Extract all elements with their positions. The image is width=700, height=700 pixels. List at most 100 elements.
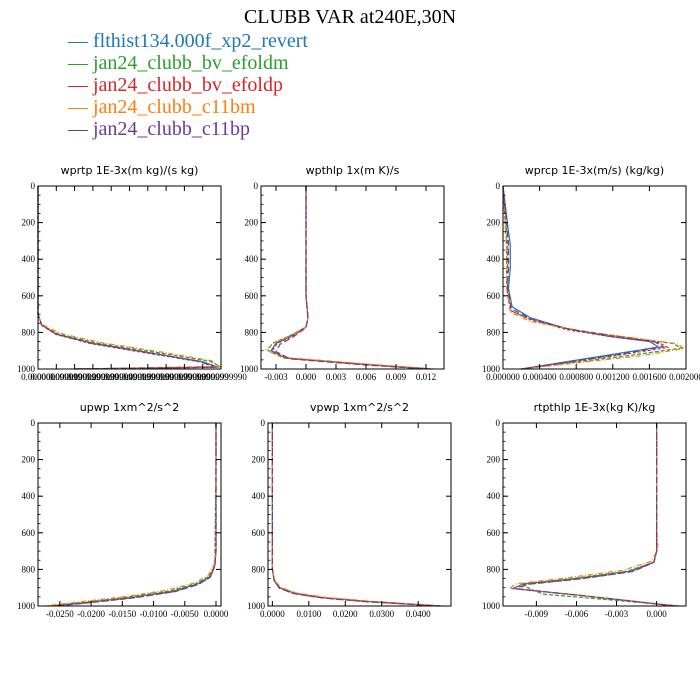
series-line [270,186,432,370]
x-tick-label: 0.0000099999 [30,372,82,382]
x-tick-label: -0.0250 [46,609,74,619]
y-tick-label: 600 [487,291,501,301]
y-tick-label: 200 [22,218,36,228]
x-tick-label: 0.006 [356,372,377,382]
x-tick-label: 0.0000799999 [159,372,211,382]
x-tick-label: 0.000 [646,609,667,619]
x-tick-label: 0.0000499999 [104,372,156,382]
series-line [271,186,431,370]
x-tick-label: 0.000 [296,372,317,382]
series-line [502,185,670,370]
series-line [271,423,444,607]
y-tick-label: 0 [496,181,501,191]
y-tick-label: 800 [487,327,501,337]
y-tick-label: 600 [245,291,259,301]
y-tick-label: 0 [31,418,36,428]
y-tick-label: 800 [245,327,259,337]
series-line [515,423,675,607]
y-tick-label: 1000 [247,601,266,611]
x-tick-label: 0.0000699999 [140,372,192,382]
y-tick-label: 400 [487,254,501,264]
x-tick-label: 0.0200 [333,609,358,619]
x-tick-label: -0.0150 [108,609,136,619]
series-line [502,185,686,370]
y-tick-label: 0 [31,181,36,191]
y-tick-label: 800 [252,564,266,574]
y-tick-label: 200 [245,218,259,228]
plot-frame [37,185,222,370]
x-tick-label: 0.000400 [523,372,557,382]
x-tick-label: 0.0100 [296,609,321,619]
series-line [37,186,214,370]
x-tick-label: 0.000000 [486,372,520,382]
x-tick-label: 0.0000 [204,609,229,619]
legend-item: — jan24_clubb_bv_efoldp [68,74,283,96]
series-line [50,423,217,607]
y-tick-label: 200 [252,455,266,465]
y-tick-label: 400 [245,254,259,264]
series-line [275,186,429,370]
y-tick-label: 800 [487,564,501,574]
y-tick-label: 200 [22,455,36,465]
legend-item: — flthist134.000f_xp2_revert [68,30,308,52]
x-tick-label: 0.0000999990 [195,372,247,382]
x-tick-label: 0.0000399999 [85,372,137,382]
series-line [37,186,222,370]
x-tick-label: 0.003 [326,372,347,382]
series-line [510,423,677,607]
panel-title: wprcp 1E-3x(m/s) (kg/kg) [525,164,664,177]
y-tick-label: 600 [22,528,36,538]
legend-item: — jan24_clubb_c11bp [68,118,251,140]
legend-item: — jan24_clubb_c11bm [68,96,256,118]
y-tick-label: 800 [22,564,36,574]
x-tick-label: -0.003 [605,609,629,619]
series-line [502,185,665,370]
x-tick-label: 0.0000299999 [67,372,119,382]
y-tick-label: 1000 [17,364,36,374]
x-tick-label: 0.0000599999 [122,372,174,382]
series-line [37,186,221,370]
x-tick-label: -0.006 [565,609,589,619]
y-tick-label: 600 [22,291,36,301]
y-tick-label: 0 [254,181,259,191]
plot-frame [267,422,452,607]
series-line [518,423,681,607]
series-line [37,186,216,370]
x-tick-label: 0.002000 [669,372,700,382]
series-line [44,423,217,607]
y-tick-label: 400 [252,491,266,501]
x-tick-label: 0.001600 [633,372,667,382]
series-line [507,423,680,607]
series-line [502,185,661,370]
series-line [271,423,441,607]
x-tick-label: 0.000800 [559,372,593,382]
series-line [47,423,217,607]
x-tick-label: 0.000000 [21,372,55,382]
y-tick-label: 1000 [17,601,36,611]
series-line [271,423,439,607]
panel-title: rtpthlp 1E-3x(kg K)/kg [534,401,656,414]
plot-frame [37,422,222,607]
y-tick-label: 200 [487,218,501,228]
y-tick-label: 400 [487,491,501,501]
panel-title: vpwp 1xm^2/s^2 [310,401,409,414]
y-tick-label: 600 [487,528,501,538]
y-tick-label: 1000 [482,364,501,374]
series-line [53,423,217,607]
x-tick-label: 0.0000 [260,609,285,619]
y-tick-label: 200 [487,455,501,465]
x-tick-label: 0.0000199999 [49,372,101,382]
x-tick-label: 0.012 [416,372,436,382]
x-tick-label: 0.0300 [369,609,394,619]
series-line [37,186,219,370]
x-tick-label: 0.009 [386,372,407,382]
x-tick-label: 0.001200 [596,372,630,382]
series-line [514,423,676,607]
x-tick-label: -0.0200 [77,609,105,619]
y-tick-label: 400 [22,491,36,501]
series-line [267,186,435,370]
x-tick-label: -0.0050 [171,609,199,619]
x-tick-label: 0.0400 [406,609,431,619]
series-line [54,423,217,607]
